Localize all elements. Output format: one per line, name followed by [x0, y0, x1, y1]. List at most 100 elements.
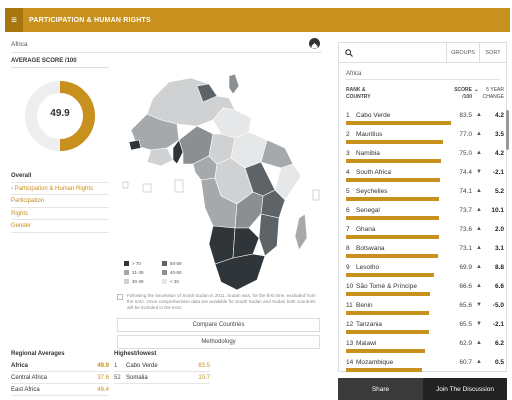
home-icon[interactable] [309, 38, 320, 49]
nav-item-participation-human-rights[interactable]: › Participation & Human Rights [11, 183, 109, 195]
ranking-row[interactable]: 1 Cabo Verde 83.5 ▲ 4.2 [346, 109, 504, 128]
ranking-row[interactable]: 8 Botswana 73.1 ▲ 3.1 [346, 242, 504, 261]
highlow-row[interactable]: 52 Somalia 10.7 [114, 373, 210, 384]
arrow-up-icon: ▲ [476, 340, 482, 346]
row-country: Namibia [356, 150, 380, 157]
ranking-row[interactable]: 3 Namibia 75.0 ▲ 4.2 [346, 147, 504, 166]
map-country[interactable] [228, 73, 240, 95]
row-rank-country: 4 South Africa [346, 169, 391, 176]
nav-item-gender[interactable]: Gender [11, 220, 109, 233]
row-rank: 12 [346, 321, 354, 328]
row-rank: 3 [346, 150, 350, 157]
arrow-down-icon: ▼ [476, 302, 482, 308]
row-change: 3.1 [494, 245, 504, 252]
row-country: Seychelles [356, 188, 388, 195]
score-bar [346, 178, 440, 182]
score-bar [346, 311, 429, 315]
map-country-botswana[interactable] [232, 227, 260, 259]
legend-item: < 30 [162, 279, 179, 284]
compare-countries-button[interactable]: Compare Countries [117, 318, 320, 332]
nav-item-rights[interactable]: Rights [11, 208, 109, 220]
legend-item: 30-39 [124, 279, 144, 284]
map-country-south-africa[interactable] [214, 253, 266, 291]
highest-lowest-title: Highest/lowest [114, 351, 157, 357]
row-change: 2.0 [494, 226, 504, 233]
row-country: Tanzania [356, 321, 383, 328]
legend-item: 31-39 [124, 270, 144, 275]
regional-row[interactable]: Africa 49.9 [11, 361, 109, 372]
map-country[interactable] [196, 83, 218, 103]
ranking-row[interactable]: 6 Senegal 73.7 ▲ 10.1 [346, 204, 504, 223]
ranking-row[interactable]: 5 Seychelles 74.1 ▲ 5.2 [346, 185, 504, 204]
footer-bar: Share Join The Discussion [338, 378, 507, 400]
ranking-row[interactable]: 4 South Africa 74.4 ▼ -2.1 [346, 166, 504, 185]
ranking-row[interactable]: 14 Mozambique 60.7 ▲ 0.5 [346, 356, 504, 375]
score-bar [346, 197, 440, 201]
map-country[interactable] [260, 139, 294, 169]
map-country-ghana[interactable] [172, 139, 184, 165]
row-rank: 1 [346, 112, 350, 119]
row-country: Botswana [356, 245, 385, 252]
rankings-toolbar: GROUPS SORT [339, 42, 506, 63]
highlow-row[interactable]: 1 Cabo Verde 83.5 [114, 361, 210, 372]
search-button[interactable] [339, 42, 447, 63]
score-bar [346, 235, 439, 239]
average-score-divider [11, 67, 109, 68]
africa-map[interactable] [117, 68, 322, 303]
map-country-madagascar[interactable] [294, 213, 308, 251]
groups-button[interactable]: GROUPS [447, 42, 480, 63]
row-score: 75.0 [459, 150, 472, 157]
rankings-scrollbar[interactable] [506, 110, 509, 150]
row-change: -2.1 [492, 321, 504, 328]
donut-fill [25, 81, 95, 151]
five-year-change-header[interactable]: 5 YEAR CHANGE [482, 87, 504, 100]
row-rank-country: 5 Seychelles [346, 188, 387, 195]
score-header[interactable]: SCORE/100 [454, 87, 472, 100]
regional-row[interactable]: Central Africa 37.6 [11, 373, 109, 384]
row-rank: 10 [346, 283, 354, 290]
row-rank: 8 [346, 245, 350, 252]
sort-button[interactable]: SORT [485, 49, 501, 56]
score-bar [346, 159, 441, 163]
note-checkbox-icon [117, 294, 123, 300]
row-country: Mozambique [356, 359, 394, 366]
hamburger-icon[interactable]: ≡ [5, 8, 23, 32]
map-country-senegal[interactable] [128, 139, 142, 151]
map-country-mozambique[interactable] [258, 213, 280, 257]
row-score: 65.6 [459, 302, 472, 309]
nav-item-participation[interactable]: Participation [11, 195, 109, 208]
row-rank: 4 [346, 169, 350, 176]
region-divider [345, 79, 500, 80]
breadcrumb[interactable]: Africa [11, 41, 28, 48]
row-score: 62.9 [459, 340, 472, 347]
ranking-row[interactable]: 12 Tanzania 65.5 ▼ -2.1 [346, 318, 504, 337]
average-score-title: AVERAGE SCORE /100 [11, 58, 77, 64]
row-score: 65.5 [459, 321, 472, 328]
score-bar [346, 254, 439, 258]
join-discussion-button[interactable]: Join The Discussion [423, 378, 507, 400]
arrow-up-icon: ▲ [476, 245, 482, 251]
methodology-button[interactable]: Methodology [117, 335, 320, 349]
row-rank-country: 9 Lesotho [346, 264, 379, 271]
row-country: Ghana [356, 226, 376, 233]
score-bar [346, 121, 452, 125]
ranking-row[interactable]: 2 Mauritius 77.0 ▲ 3.5 [346, 128, 504, 147]
map-country[interactable] [274, 163, 302, 201]
share-button[interactable]: Share [338, 378, 423, 400]
ranking-row[interactable]: 11 Benin 65.6 ▼ -5.0 [346, 299, 504, 318]
row-change: 0.5 [494, 359, 504, 366]
row-change: 4.2 [494, 150, 504, 157]
rank-country-header[interactable]: RANK & COUNTRY [346, 87, 371, 100]
chevron-down-icon[interactable]: ⌄ [474, 87, 479, 93]
ranking-row[interactable]: 13 Malawi 62.9 ▲ 6.2 [346, 337, 504, 356]
map-country-namibia[interactable] [208, 225, 236, 265]
row-country: Cabo Verde [356, 112, 391, 119]
map-country[interactable] [146, 147, 174, 167]
arrow-up-icon: ▲ [476, 112, 482, 118]
ranking-row[interactable]: 7 Ghana 73.6 ▲ 2.0 [346, 223, 504, 242]
nav-item-overall[interactable]: Overall [11, 170, 109, 183]
ranking-row[interactable]: 9 Lesotho 69.9 ▲ 8.8 [346, 261, 504, 280]
ranking-row[interactable]: 10 São Tomé & Príncipe 66.6 ▲ 6.6 [346, 280, 504, 299]
score-bar [346, 349, 426, 353]
regional-row[interactable]: East Africa 46.4 [11, 385, 109, 396]
